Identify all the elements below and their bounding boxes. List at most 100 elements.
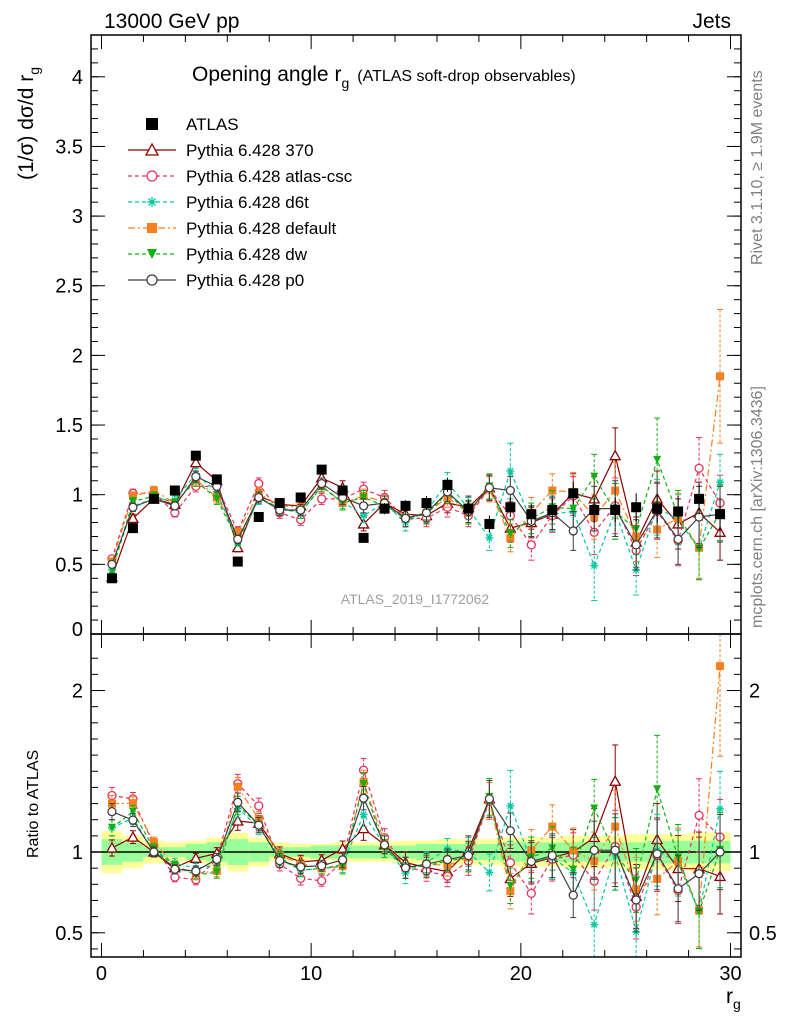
star-stroke xyxy=(590,562,598,570)
data-point xyxy=(631,502,642,513)
ratio-point xyxy=(316,876,327,886)
ratio-point xyxy=(442,854,453,865)
legend-item-pythia-6-428-d6t: Pythia 6.428 d6t xyxy=(128,193,309,212)
legend-label: Pythia 6.428 d6t xyxy=(186,193,309,212)
ratio-point xyxy=(316,861,327,871)
main-y-axis-label: (1/σ) dσ/d rg xyxy=(15,67,42,180)
x-tick-label: 10 xyxy=(300,963,322,985)
y-zero-label: 0 xyxy=(72,619,83,641)
point xyxy=(609,449,622,461)
legend-label: Pythia 6.428 p0 xyxy=(186,271,304,290)
ratio-point xyxy=(589,845,599,855)
y-tick-label: 0.5 xyxy=(55,554,83,576)
point xyxy=(296,515,306,525)
data-point xyxy=(484,518,495,529)
point xyxy=(526,540,536,550)
ratio-point xyxy=(149,838,158,847)
data-point xyxy=(400,500,411,511)
point xyxy=(191,471,201,482)
ratio-point xyxy=(463,850,474,861)
point xyxy=(631,540,641,550)
data-point xyxy=(169,485,180,496)
point xyxy=(673,534,683,544)
x-axis-label-subscript: g xyxy=(733,996,741,1012)
data-point xyxy=(673,506,684,517)
legend-label: Pythia 6.428 370 xyxy=(186,141,314,160)
ratio-point xyxy=(716,662,725,671)
point xyxy=(212,494,221,503)
point xyxy=(357,517,370,529)
ratio-point xyxy=(128,799,137,808)
main-data-group xyxy=(105,308,727,602)
star-stroke xyxy=(507,467,514,475)
ratio-point xyxy=(673,884,683,894)
ratio-y-axis-label: Ratio to ATLAS xyxy=(25,750,42,858)
point xyxy=(506,529,515,538)
ratio-point xyxy=(126,830,140,842)
ratio-y-tick-label: 1 xyxy=(72,842,83,864)
data-point xyxy=(694,493,705,504)
star-stroke xyxy=(360,811,367,818)
data-point xyxy=(190,450,201,461)
ratio-y-tick-label-right: 2 xyxy=(749,681,760,703)
data-point xyxy=(547,505,558,516)
ratio-point xyxy=(191,866,201,876)
data-point xyxy=(316,464,327,475)
ratio-point xyxy=(568,890,578,900)
ratio-point xyxy=(359,780,368,789)
title-subscript: g xyxy=(341,75,349,91)
legend: ATLAS Pythia 6.428 370 Pythia 6.428 atlas-… xyxy=(128,115,353,290)
data-point xyxy=(211,474,222,485)
ratio-point xyxy=(653,785,662,794)
ratio-data-group xyxy=(91,634,741,957)
analysis-id-label: ATLAS_2019_I1772062 xyxy=(341,591,490,607)
ratio-point xyxy=(421,859,432,869)
data-point xyxy=(337,485,348,496)
point xyxy=(128,502,138,512)
ratio-series-line xyxy=(111,767,721,909)
ratio-point xyxy=(275,855,285,866)
data-point xyxy=(148,493,159,504)
ratio-point xyxy=(569,865,578,874)
ratio-y-tick-label-right: 0.5 xyxy=(749,923,777,945)
star-stroke xyxy=(716,805,724,813)
chart-title: Opening angle rg (ATLAS soft-drop observa… xyxy=(192,63,576,91)
point xyxy=(569,504,578,513)
ratio-point xyxy=(631,895,641,905)
point xyxy=(716,372,725,381)
legend-marker xyxy=(144,142,160,156)
ratio-point xyxy=(254,801,264,811)
data-point xyxy=(715,509,726,520)
data-point xyxy=(526,509,537,520)
ratio-point xyxy=(254,820,264,830)
ratio-point xyxy=(400,863,411,873)
y-tick-label: 3 xyxy=(72,206,83,228)
y-tick-label: 2.5 xyxy=(55,276,83,298)
ratio-point xyxy=(128,807,137,816)
legend-marker xyxy=(147,197,157,207)
point xyxy=(296,505,306,515)
point xyxy=(359,493,368,502)
data-point xyxy=(106,573,117,584)
title-suffix: (ATLAS soft-drop observables) xyxy=(357,68,575,85)
data-point xyxy=(652,503,663,514)
ratio-point xyxy=(506,881,515,890)
point xyxy=(170,501,180,511)
y-tick-label: 1.5 xyxy=(55,415,83,437)
point xyxy=(128,497,137,506)
data-point xyxy=(442,479,453,490)
ratio-frame xyxy=(90,633,742,958)
ratio-point xyxy=(652,849,662,859)
ratio-point xyxy=(547,851,557,861)
ratio-point xyxy=(505,858,516,868)
data-point xyxy=(589,505,600,516)
legend-label: Pythia 6.428 atlas-csc xyxy=(186,167,353,186)
data-point xyxy=(232,556,243,567)
ratio-point xyxy=(526,856,536,867)
legend-item-pythia-6-428-default: Pythia 6.428 default xyxy=(128,219,337,238)
point xyxy=(568,526,578,536)
point xyxy=(149,486,158,495)
ratio-point xyxy=(128,815,138,825)
legend-item-pythia-6-428-p0: Pythia 6.428 p0 xyxy=(128,271,304,290)
legend-marker xyxy=(147,249,157,259)
